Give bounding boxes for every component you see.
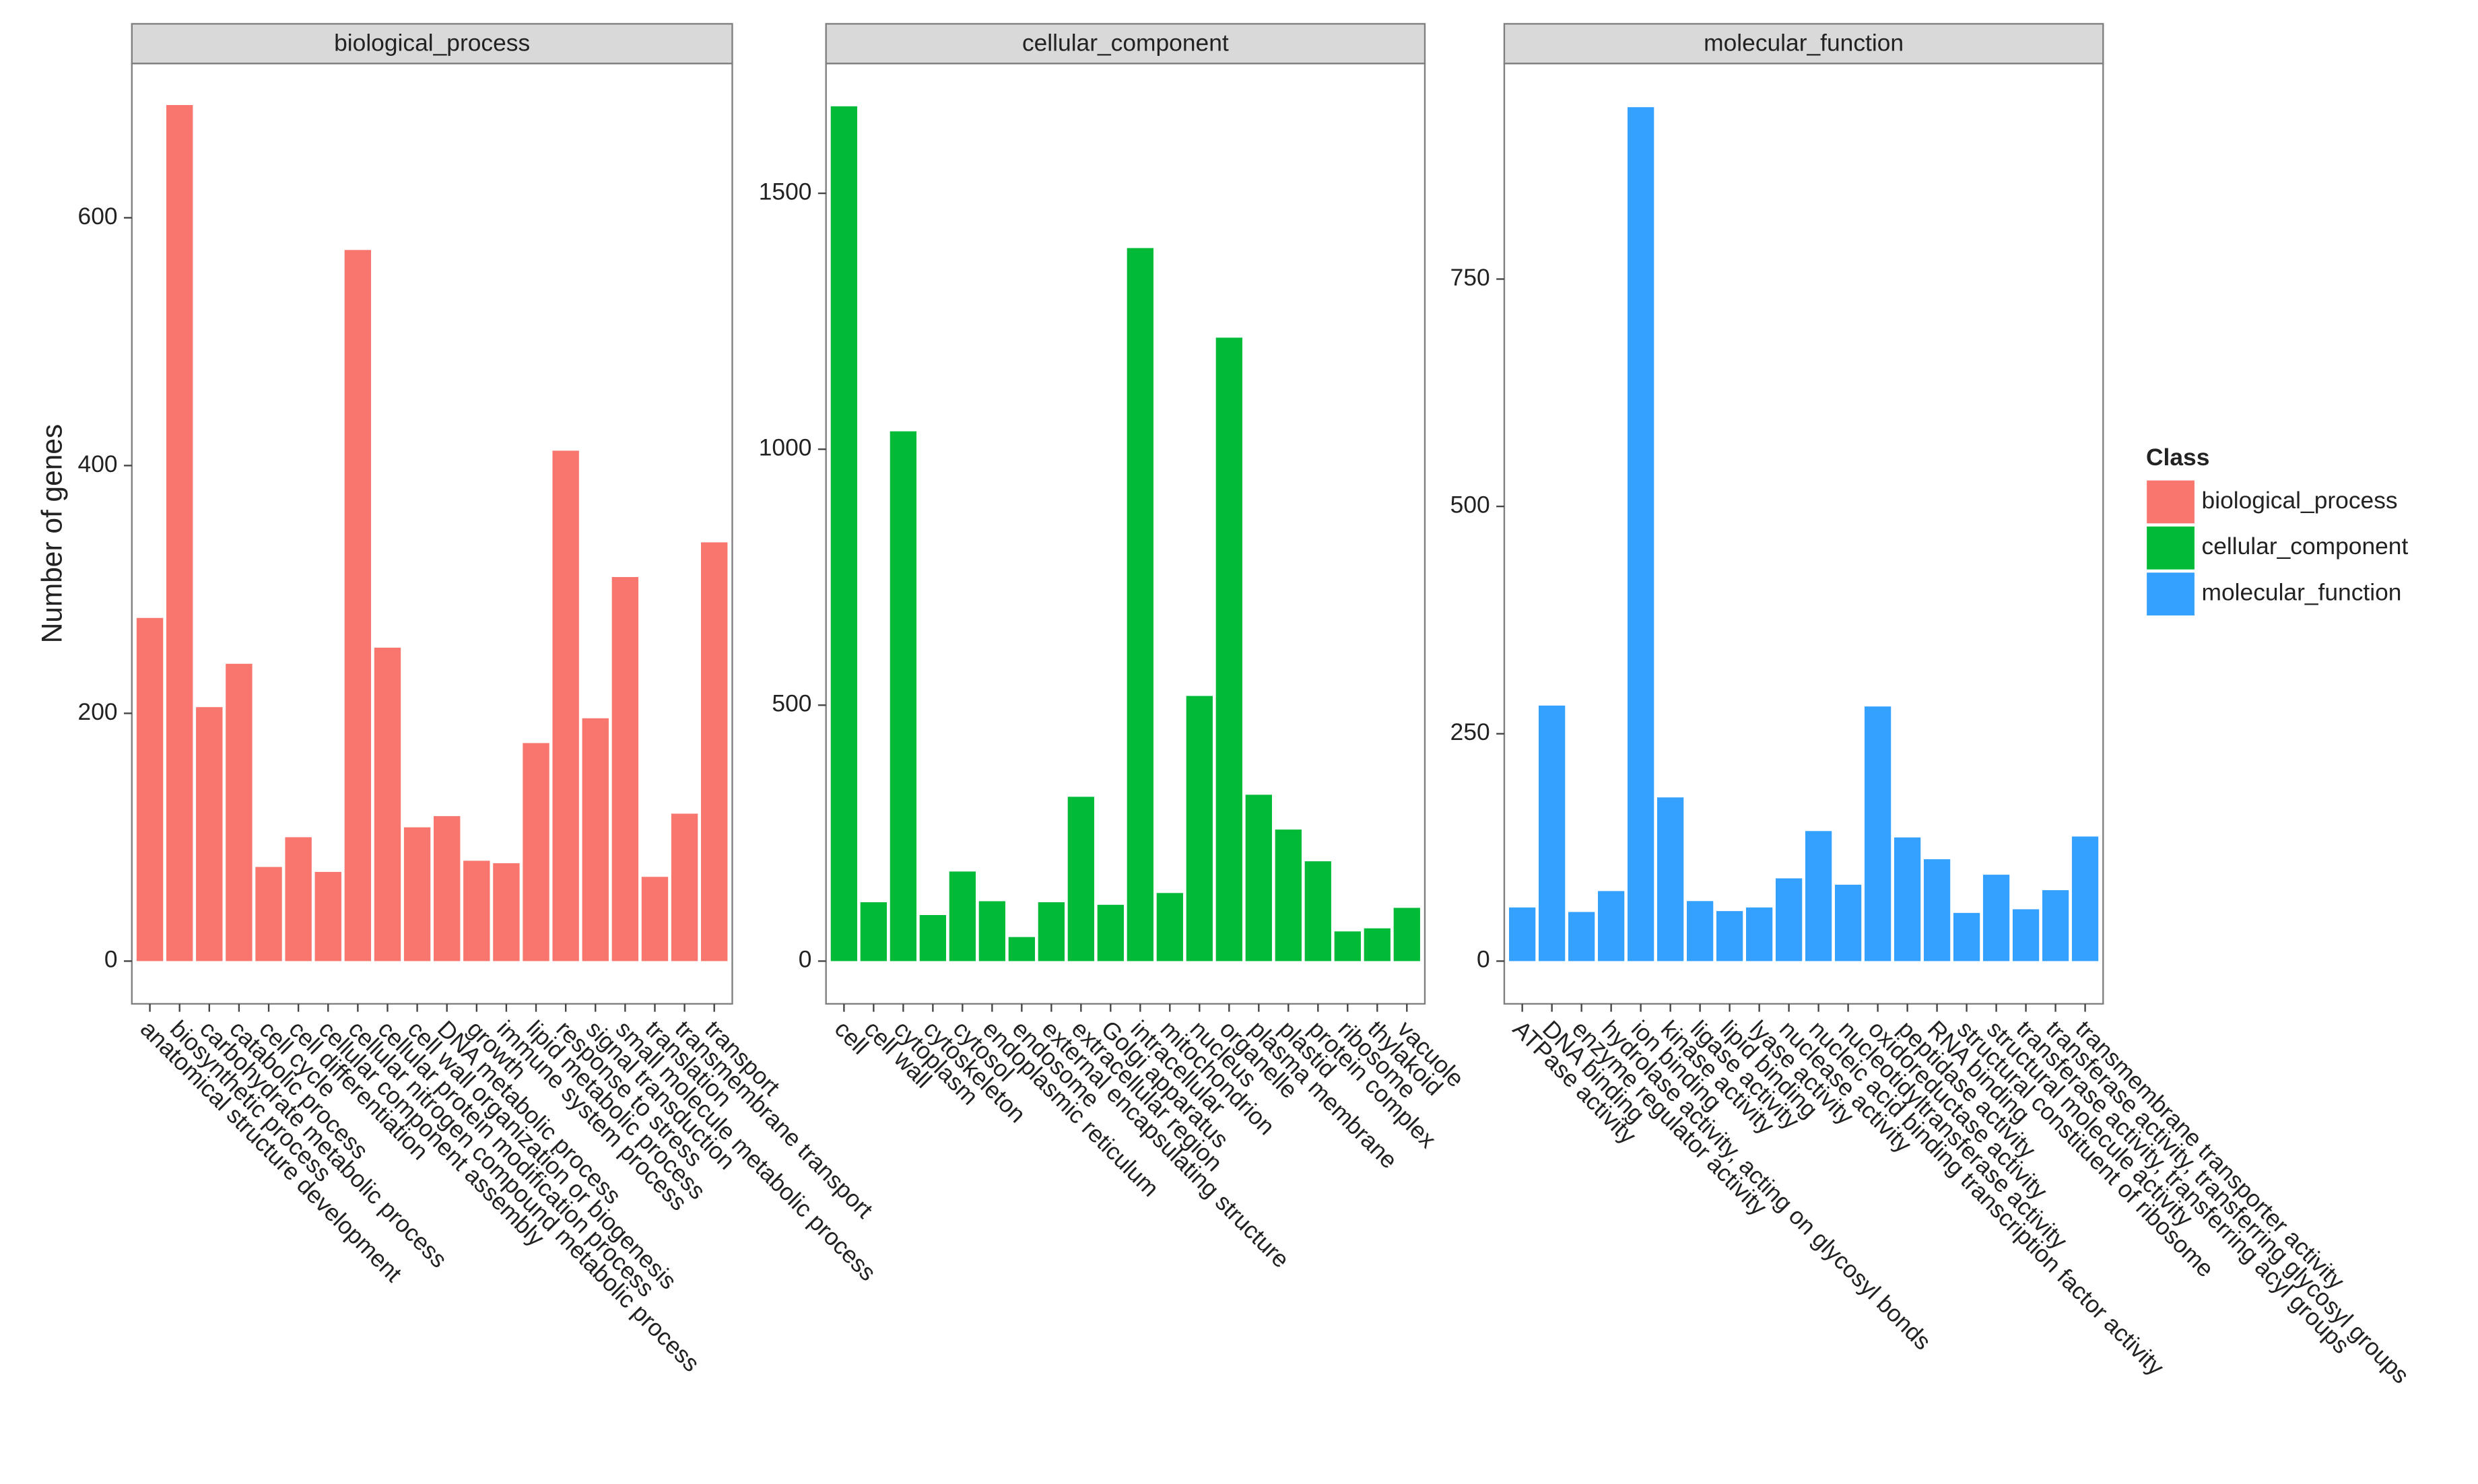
bar — [978, 901, 1005, 962]
legend-label: biological_process — [2202, 487, 2398, 514]
bar — [1628, 107, 1654, 962]
legend-title: Class — [2146, 444, 2209, 471]
strip — [131, 23, 733, 65]
bar — [1657, 797, 1684, 962]
bar — [463, 861, 490, 962]
bar — [582, 718, 609, 962]
legend-key — [2145, 571, 2197, 617]
bar — [890, 431, 917, 962]
strip — [1503, 23, 2104, 65]
bar — [1186, 696, 1213, 962]
bar — [1275, 830, 1302, 962]
bar — [1393, 908, 1420, 962]
bar — [1686, 901, 1714, 962]
y-tick-label: 750 — [1450, 265, 1490, 291]
bar — [701, 542, 728, 962]
bar — [1745, 907, 1773, 962]
bar — [2071, 836, 2099, 962]
bar — [641, 877, 669, 962]
bar — [671, 813, 698, 962]
y-tick-label: 500 — [1450, 492, 1490, 518]
bar — [1953, 912, 1980, 962]
legend-label: cellular_component — [2202, 533, 2409, 560]
bar — [196, 707, 223, 962]
bar — [552, 450, 579, 962]
bar — [1156, 893, 1183, 962]
y-tick-label: 500 — [772, 691, 811, 717]
bar — [1894, 837, 1921, 962]
bar — [1775, 878, 1803, 962]
y-tick-label: 1500 — [759, 178, 812, 205]
bar — [1982, 875, 2010, 962]
strip — [825, 23, 1426, 65]
strip-title: cellular_component — [1022, 30, 1229, 56]
bar — [1245, 795, 1272, 962]
bar — [374, 647, 401, 962]
bar — [611, 577, 639, 962]
bar — [1038, 902, 1065, 962]
bar — [2012, 909, 2040, 962]
bar — [1127, 248, 1153, 962]
bar — [1304, 861, 1331, 962]
bar — [1067, 797, 1094, 962]
bar — [1097, 904, 1124, 962]
bar — [830, 106, 858, 962]
legend-key — [2145, 479, 2197, 525]
bar — [1334, 931, 1361, 962]
bar — [403, 827, 431, 962]
bar — [1805, 831, 1832, 962]
y-tick-label: 0 — [104, 947, 118, 973]
bar — [344, 250, 372, 962]
bar — [493, 863, 520, 962]
bar — [919, 914, 947, 962]
bar — [1364, 928, 1391, 962]
bar — [136, 617, 164, 962]
y-tick-label: 0 — [1477, 947, 1490, 973]
bar — [1215, 337, 1242, 962]
strip-title: biological_process — [334, 30, 530, 56]
strip-title: molecular_function — [1704, 30, 1904, 56]
y-tick-label: 600 — [78, 203, 118, 230]
bar — [434, 816, 461, 962]
legend-label: molecular_function — [2202, 580, 2402, 606]
bar — [1509, 907, 1536, 962]
y-axis-label: Number of genes — [36, 424, 67, 644]
y-tick-label: 200 — [78, 699, 118, 725]
panel — [825, 63, 1426, 1005]
bar — [1834, 884, 1862, 962]
bar — [1568, 912, 1595, 962]
bar — [1716, 911, 1743, 962]
bar — [1864, 706, 1891, 962]
bar — [1598, 891, 1625, 962]
y-tick-label: 400 — [78, 451, 118, 477]
bar — [314, 871, 341, 962]
bar — [285, 837, 312, 962]
bar — [226, 663, 253, 962]
legend-key — [2145, 525, 2197, 572]
y-tick-label: 1000 — [759, 435, 812, 461]
bar — [1008, 937, 1035, 962]
bar — [166, 105, 193, 962]
panel — [1503, 63, 2104, 1005]
y-tick-label: 0 — [799, 947, 812, 973]
bar — [1923, 859, 1951, 962]
bar — [2042, 890, 2069, 962]
bar — [949, 871, 976, 962]
bar — [1539, 705, 1566, 962]
bar — [860, 902, 888, 962]
bar — [523, 743, 549, 962]
y-tick-label: 250 — [1450, 719, 1490, 745]
bar — [255, 867, 282, 962]
